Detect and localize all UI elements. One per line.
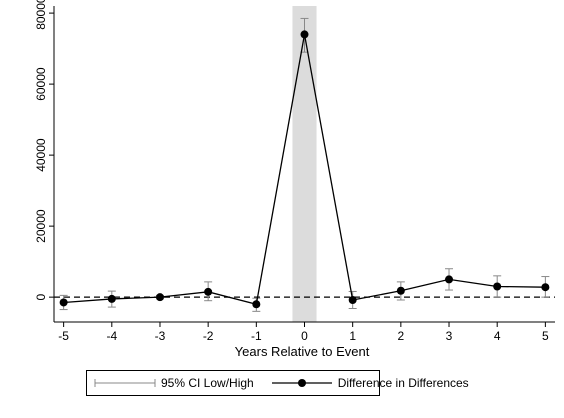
- x-axis-label: Years Relative to Event: [235, 344, 370, 359]
- shaded-band-layer: [292, 6, 317, 322]
- y-tick-label: 20000: [34, 209, 48, 243]
- series-point-layer: [59, 30, 550, 309]
- x-tick-label: 0: [301, 329, 308, 343]
- x-tick-label: -2: [203, 329, 214, 343]
- legend: 95% CI Low/High Difference in Difference…: [86, 370, 469, 396]
- data-point: [493, 282, 502, 291]
- data-point: [348, 295, 357, 304]
- x-tick-label: -1: [251, 329, 262, 343]
- x-tick-label: 4: [494, 329, 501, 343]
- data-point: [396, 286, 405, 295]
- data-point: [252, 300, 261, 309]
- legend-item-ci: 95% CI Low/High: [93, 376, 254, 390]
- legend-item-did: Difference in Differences: [270, 376, 469, 390]
- y-tick-label: 80000: [34, 0, 48, 30]
- y-tick-label: 40000: [34, 138, 48, 172]
- x-tick-label: -3: [155, 329, 166, 343]
- y-tick-label: 60000: [34, 67, 48, 101]
- data-point: [300, 30, 309, 39]
- data-point: [107, 294, 116, 303]
- event-shaded-band: [292, 6, 317, 322]
- legend-label-ci: 95% CI Low/High: [161, 376, 254, 390]
- x-tick-label: -4: [106, 329, 117, 343]
- x-tick-label: 2: [398, 329, 405, 343]
- data-point: [204, 287, 213, 296]
- did-legend-icon: [271, 379, 332, 387]
- y-tick-label: 0: [34, 293, 48, 300]
- data-point: [445, 275, 454, 284]
- x-tick-label: 3: [446, 329, 453, 343]
- x-tick-label: -5: [58, 329, 69, 343]
- legend-label-did: Difference in Differences: [337, 376, 469, 390]
- x-tick-label: 1: [349, 329, 356, 343]
- x-tick-label: 5: [542, 329, 549, 343]
- tick-layer: -5 -4 -3 -2 -1 0 1 2 3 4 5 0 20000 40000 60000 80000: [34, 0, 549, 343]
- data-point: [155, 293, 164, 302]
- ci-legend-icon: [94, 379, 156, 387]
- data-point: [541, 283, 550, 292]
- data-point: [59, 298, 68, 307]
